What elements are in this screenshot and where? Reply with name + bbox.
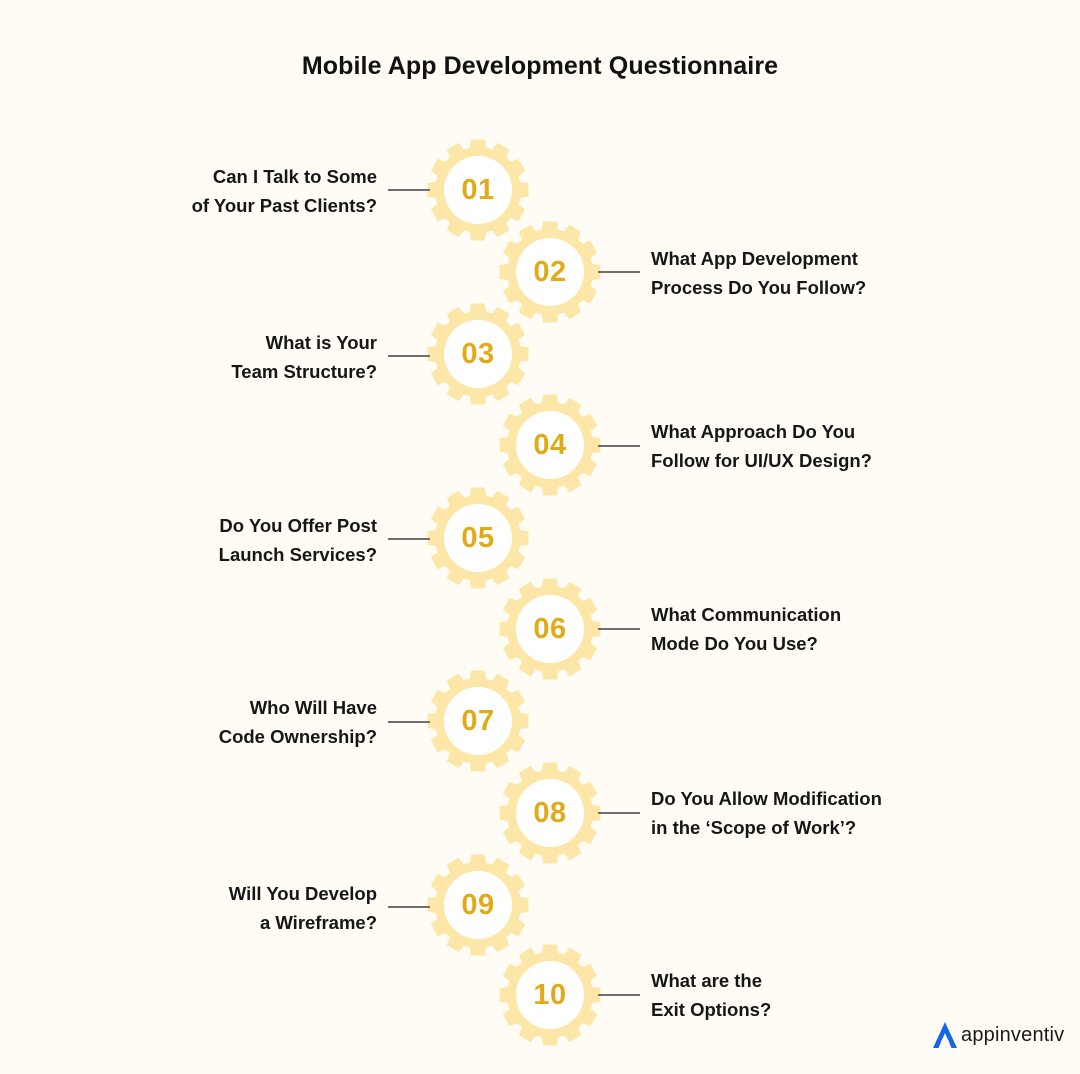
question-02: What App Development Process Do You Foll… (651, 244, 866, 302)
step-number: 07 (461, 705, 495, 737)
step-number: 05 (461, 522, 495, 554)
question-line: Do You Offer Post (219, 515, 377, 536)
question-line: Launch Services? (218, 544, 377, 565)
question-line: Code Ownership? (218, 726, 377, 747)
question-line: Team Structure? (231, 361, 377, 382)
question-08: Do You Allow Modification in the ‘Scope … (651, 784, 882, 842)
step-number: 09 (461, 889, 495, 921)
step-number: 04 (533, 429, 567, 461)
gear-10: 10 (498, 943, 602, 1047)
connector-line (598, 812, 640, 814)
appinventiv-logo-icon (933, 1022, 957, 1048)
question-line: a Wireframe? (259, 912, 377, 933)
question-line: What App Development (651, 248, 858, 269)
gear-09: 09 (426, 853, 530, 957)
gear-01: 01 (426, 138, 530, 242)
question-10: What are the Exit Options? (651, 966, 771, 1024)
brand-logo: appinventiv (931, 1018, 1064, 1052)
connector-line (598, 994, 640, 996)
step-number: 06 (533, 613, 567, 645)
connector-line (388, 355, 430, 357)
step-number: 08 (533, 797, 567, 829)
question-line: What is Your (265, 332, 377, 353)
connector-line (388, 721, 430, 723)
step-number: 10 (533, 979, 567, 1011)
question-line: Follow for UI/UX Design? (651, 450, 872, 471)
question-05: Do You Offer Post Launch Services? (219, 511, 377, 569)
gear-05: 05 (426, 486, 530, 590)
connector-line (598, 271, 640, 273)
question-line: Will You Develop (228, 883, 377, 904)
gear-02: 02 (498, 220, 602, 324)
brand-name: appinventiv (961, 1023, 1065, 1046)
connector-line (388, 189, 430, 191)
question-line: Do You Allow Modification (651, 788, 882, 809)
question-line: Mode Do You Use? (651, 633, 818, 654)
question-line: Process Do You Follow? (651, 277, 867, 298)
gear-03: 03 (426, 302, 530, 406)
connector-line (598, 628, 640, 630)
connector-line (388, 538, 430, 540)
step-number: 01 (461, 174, 495, 206)
gear-07: 07 (426, 669, 530, 773)
question-06: What Communication Mode Do You Use? (651, 600, 841, 658)
question-09: Will You Develop a Wireframe? (229, 879, 377, 937)
question-line: Can I Talk to Some (212, 166, 377, 187)
step-number: 02 (533, 256, 567, 288)
question-line: Who Will Have (249, 697, 377, 718)
gear-06: 06 (498, 577, 602, 681)
page-title: Mobile App Development Questionnaire (301, 52, 779, 80)
step-number: 03 (461, 338, 495, 370)
question-line: Exit Options? (651, 999, 772, 1020)
question-line: of Your Past Clients? (191, 195, 377, 216)
connector-line (598, 445, 640, 447)
question-line: What Communication (651, 604, 842, 625)
question-04: What Approach Do You Follow for UI/UX De… (651, 417, 872, 475)
question-line: What Approach Do You (651, 421, 856, 442)
gear-04: 04 (498, 393, 602, 497)
question-line: What are the (651, 970, 763, 991)
question-01: Can I Talk to Some of Your Past Clients? (192, 162, 377, 220)
question-07: Who Will Have Code Ownership? (219, 693, 377, 751)
gear-08: 08 (498, 761, 602, 865)
connector-line (388, 906, 430, 908)
question-03: What is Your Team Structure? (231, 328, 377, 386)
question-line: in the ‘Scope of Work’? (651, 817, 857, 838)
